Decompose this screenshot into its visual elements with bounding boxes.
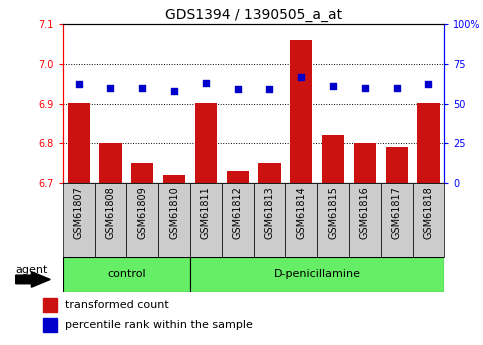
Title: GDS1394 / 1390505_a_at: GDS1394 / 1390505_a_at bbox=[165, 8, 342, 22]
Point bbox=[139, 85, 146, 90]
Bar bbox=[43, 318, 57, 332]
Bar bbox=[417, 104, 440, 183]
Point bbox=[393, 85, 400, 90]
Text: GSM61813: GSM61813 bbox=[265, 187, 274, 239]
Text: GSM61809: GSM61809 bbox=[137, 187, 147, 239]
Point bbox=[75, 82, 83, 87]
Text: GSM61810: GSM61810 bbox=[169, 187, 179, 239]
Point bbox=[329, 83, 337, 89]
Bar bbox=[163, 175, 185, 183]
Text: GSM61812: GSM61812 bbox=[233, 187, 242, 239]
FancyBboxPatch shape bbox=[190, 257, 444, 292]
Text: GSM61808: GSM61808 bbox=[105, 187, 115, 239]
FancyBboxPatch shape bbox=[63, 183, 95, 257]
Text: GSM61815: GSM61815 bbox=[328, 187, 338, 239]
FancyBboxPatch shape bbox=[412, 183, 444, 257]
Text: D-penicillamine: D-penicillamine bbox=[274, 269, 361, 279]
Text: GSM61818: GSM61818 bbox=[424, 187, 433, 239]
Bar bbox=[258, 163, 281, 183]
Text: GSM61814: GSM61814 bbox=[296, 187, 306, 239]
Text: control: control bbox=[107, 269, 146, 279]
FancyBboxPatch shape bbox=[95, 183, 127, 257]
Bar bbox=[99, 143, 122, 183]
Point bbox=[266, 87, 273, 92]
Text: GSM61811: GSM61811 bbox=[201, 187, 211, 239]
FancyArrow shape bbox=[15, 272, 50, 287]
FancyBboxPatch shape bbox=[158, 183, 190, 257]
Bar bbox=[385, 147, 408, 183]
Text: GSM61807: GSM61807 bbox=[74, 187, 84, 239]
FancyBboxPatch shape bbox=[127, 183, 158, 257]
Bar bbox=[354, 143, 376, 183]
FancyBboxPatch shape bbox=[63, 257, 190, 292]
Text: transformed count: transformed count bbox=[65, 300, 169, 310]
Bar bbox=[290, 40, 313, 183]
FancyBboxPatch shape bbox=[285, 183, 317, 257]
Bar bbox=[227, 171, 249, 183]
Text: GSM61816: GSM61816 bbox=[360, 187, 370, 239]
Point bbox=[170, 88, 178, 93]
Bar bbox=[322, 135, 344, 183]
Point bbox=[361, 85, 369, 90]
FancyBboxPatch shape bbox=[190, 183, 222, 257]
FancyBboxPatch shape bbox=[349, 183, 381, 257]
FancyBboxPatch shape bbox=[222, 183, 254, 257]
Bar bbox=[195, 104, 217, 183]
Text: agent: agent bbox=[15, 265, 48, 275]
Text: GSM61817: GSM61817 bbox=[392, 187, 402, 239]
Point bbox=[425, 82, 432, 87]
Bar bbox=[43, 298, 57, 312]
Text: percentile rank within the sample: percentile rank within the sample bbox=[65, 320, 253, 330]
Bar bbox=[131, 163, 154, 183]
Point bbox=[107, 85, 114, 90]
FancyBboxPatch shape bbox=[317, 183, 349, 257]
Point bbox=[298, 74, 305, 79]
FancyBboxPatch shape bbox=[254, 183, 285, 257]
FancyBboxPatch shape bbox=[381, 183, 412, 257]
Point bbox=[234, 87, 242, 92]
Point bbox=[202, 80, 210, 86]
Bar bbox=[68, 104, 90, 183]
